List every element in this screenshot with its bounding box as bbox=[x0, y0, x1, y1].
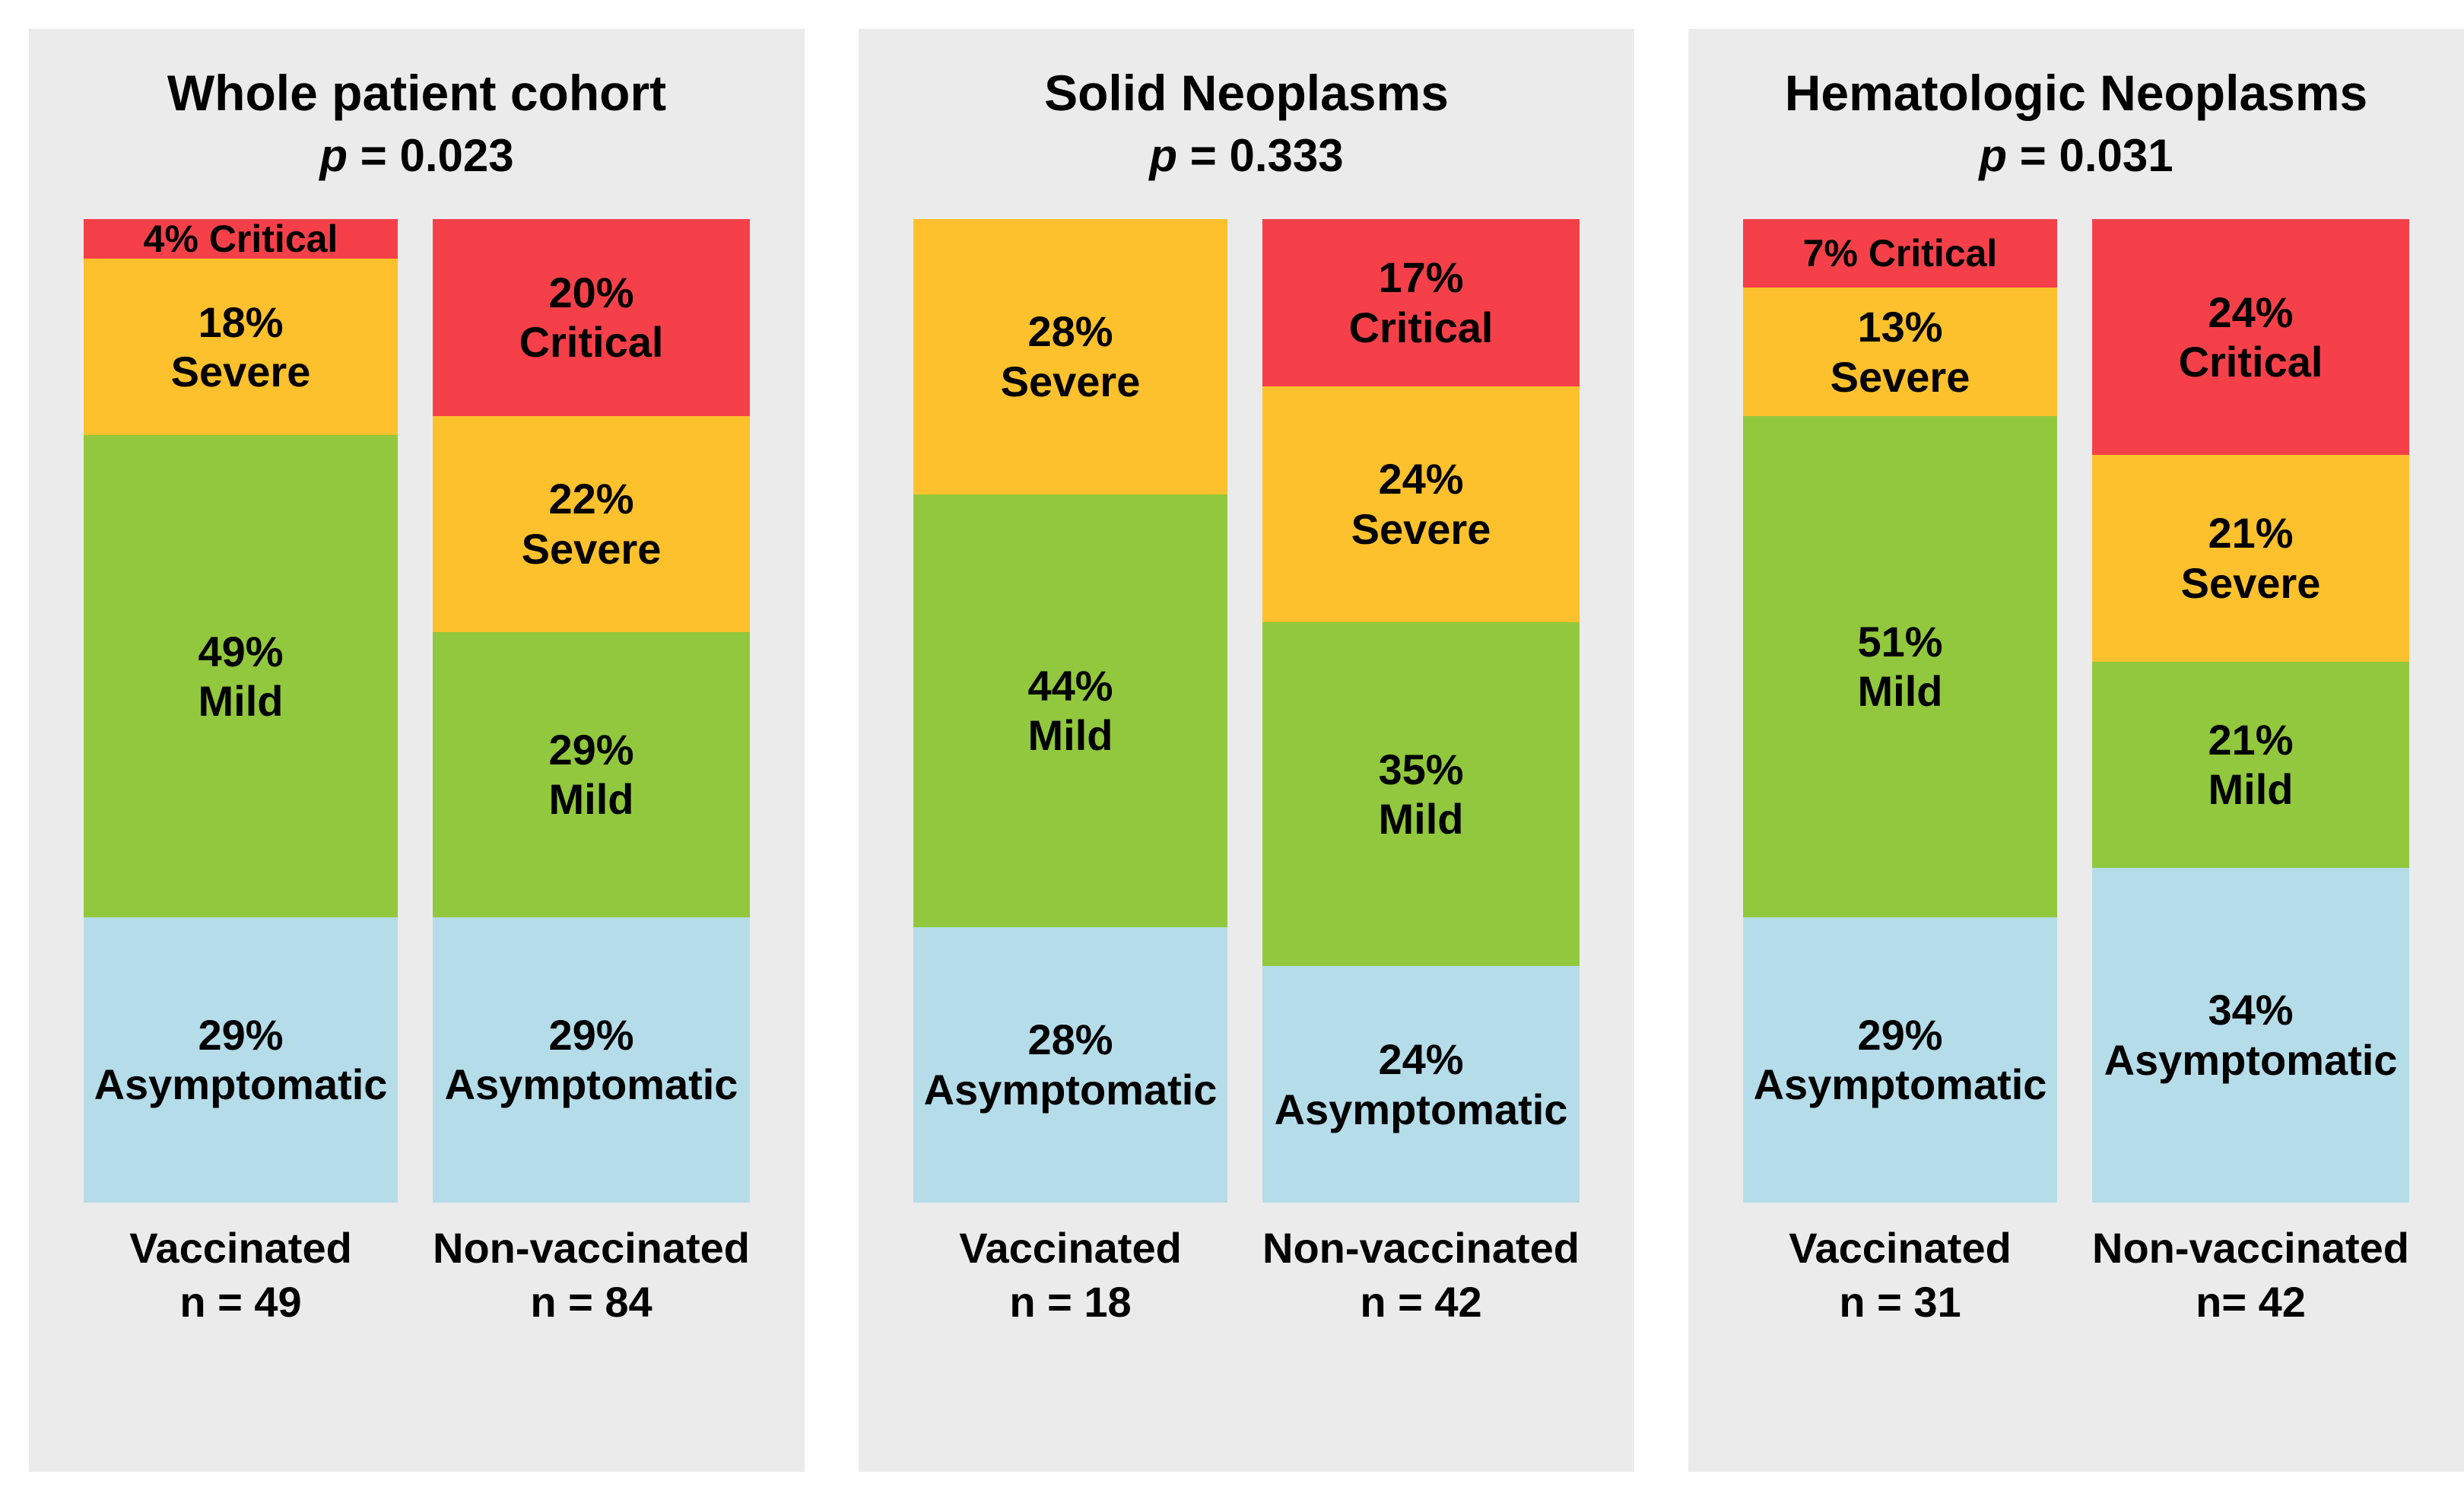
bar-stack-vaccinated: 4% Critical 18% Severe 49% Mild 29% Asympto… bbox=[84, 217, 398, 1203]
bar-n-label: n= 42 bbox=[2196, 1278, 2306, 1327]
segment-label: 28% Severe bbox=[1000, 307, 1141, 405]
panel-row: Whole patient cohort p = 0.023 4% Critic… bbox=[29, 29, 2464, 1472]
segment-severe: 13% Severe bbox=[1743, 288, 2057, 416]
bar-group-label: Non-vaccinated bbox=[433, 1223, 750, 1272]
bar-caption: Vaccinated n = 18 bbox=[913, 1221, 1227, 1330]
segment-label: 4% Critical bbox=[143, 217, 338, 260]
segment-label: 21% Mild bbox=[2208, 715, 2294, 814]
bar-n-label: n = 84 bbox=[530, 1278, 653, 1327]
bar-vaccinated: 7% Critical 13% Severe 51% Mild 29% Asympto… bbox=[1743, 219, 2057, 1330]
segment-asymptomatic: 28% Asymptomatic bbox=[913, 926, 1227, 1203]
panel-title-block: Whole patient cohort p = 0.023 bbox=[29, 29, 805, 219]
segment-severe: 18% Severe bbox=[84, 258, 398, 436]
bar-caption: Vaccinated n = 49 bbox=[84, 1221, 398, 1330]
segment-label: 18% Severe bbox=[170, 297, 311, 396]
segment-label: 29% Mild bbox=[548, 725, 634, 824]
segment-critical: 7% Critical bbox=[1743, 219, 2057, 288]
segment-mild: 35% Mild bbox=[1262, 621, 1580, 967]
bar-group-label: Vaccinated bbox=[959, 1223, 1182, 1272]
segment-critical: 17% Critical bbox=[1262, 219, 1580, 386]
segment-severe: 24% Severe bbox=[1262, 386, 1580, 622]
segment-asymptomatic: 29% Asymptomatic bbox=[84, 917, 398, 1203]
bar-group-label: Vaccinated bbox=[129, 1223, 352, 1272]
segment-mild: 29% Mild bbox=[433, 631, 750, 917]
bar-pair: 28% Severe 44% Mild 28% Asymptomatic Vaccin… bbox=[859, 219, 1634, 1330]
segment-critical: 24% Critical bbox=[2092, 219, 2409, 456]
segment-asymptomatic: 34% Asymptomatic bbox=[2092, 868, 2409, 1203]
segment-label: 24% Severe bbox=[1351, 455, 1491, 553]
segment-mild: 44% Mild bbox=[913, 494, 1227, 927]
segment-critical: 20% Critical bbox=[433, 219, 750, 416]
segment-label: 51% Mild bbox=[1857, 617, 1943, 716]
bar-n-label: n = 42 bbox=[1360, 1278, 1482, 1327]
panel-solid-neoplasms: Solid Neoplasms p = 0.333 28% Severe 44% M… bbox=[859, 29, 1634, 1472]
panel-title: Hematologic Neoplasms bbox=[1784, 65, 2368, 122]
segment-label: 21% Severe bbox=[2180, 509, 2321, 607]
p-value: p = 0.023 bbox=[319, 129, 513, 183]
segment-label: 35% Mild bbox=[1378, 745, 1464, 844]
bar-caption: Non-vaccinated n= 42 bbox=[2092, 1221, 2409, 1330]
segment-severe: 22% Severe bbox=[433, 415, 750, 632]
bar-n-label: n = 31 bbox=[1839, 1278, 1961, 1327]
segment-mild: 51% Mild bbox=[1743, 415, 2057, 917]
bar-group-label: Non-vaccinated bbox=[1262, 1223, 1580, 1272]
segment-label: 29% Asymptomatic bbox=[94, 1010, 388, 1109]
p-value-text: = 0.031 bbox=[2019, 129, 2173, 181]
bar-caption: Vaccinated n = 31 bbox=[1743, 1221, 2057, 1330]
segment-label: 17% Critical bbox=[1348, 253, 1494, 351]
p-value-text: = 0.333 bbox=[1189, 129, 1344, 181]
bar-group-label: Vaccinated bbox=[1789, 1223, 2012, 1272]
bar-caption: Non-vaccinated n = 84 bbox=[433, 1221, 750, 1330]
panel-title: Whole patient cohort bbox=[167, 65, 667, 122]
bar-vaccinated: 4% Critical 18% Severe 49% Mild 29% Asympto… bbox=[84, 217, 398, 1330]
p-value: p = 0.333 bbox=[1149, 129, 1343, 183]
p-symbol: p bbox=[1979, 129, 2008, 181]
p-symbol: p bbox=[319, 129, 348, 181]
segment-label: 29% Asymptomatic bbox=[1753, 1010, 2047, 1109]
bar-non-vaccinated: 20% Critical 22% Severe 29% Mild 29% Asympto… bbox=[433, 219, 750, 1330]
segment-label: 24% Asymptomatic bbox=[1274, 1035, 1568, 1133]
segment-label: 49% Mild bbox=[198, 627, 284, 726]
bar-group-label: Non-vaccinated bbox=[2092, 1223, 2409, 1272]
bar-pair: 7% Critical 13% Severe 51% Mild 29% Asympto… bbox=[1688, 219, 2464, 1330]
p-value-text: = 0.023 bbox=[360, 129, 514, 181]
segment-critical: 4% Critical bbox=[84, 217, 398, 260]
panel-hematologic-neoplasms: Hematologic Neoplasms p = 0.031 7% Criti… bbox=[1688, 29, 2464, 1472]
bar-vaccinated: 28% Severe 44% Mild 28% Asymptomatic Vaccin… bbox=[913, 219, 1227, 1330]
segment-label: 20% Critical bbox=[519, 268, 664, 367]
panel-title: Solid Neoplasms bbox=[1044, 65, 1449, 122]
segment-mild: 49% Mild bbox=[84, 435, 398, 917]
panel-title-block: Solid Neoplasms p = 0.333 bbox=[859, 29, 1634, 219]
segment-label: 28% Asymptomatic bbox=[923, 1015, 1218, 1114]
segment-severe: 21% Severe bbox=[2092, 455, 2409, 662]
segment-label: 24% Critical bbox=[2178, 288, 2323, 386]
bar-n-label: n = 18 bbox=[1009, 1278, 1132, 1327]
segment-asymptomatic: 24% Asymptomatic bbox=[1262, 966, 1580, 1203]
segment-label: 34% Asymptomatic bbox=[2104, 986, 2398, 1084]
bar-pair: 4% Critical 18% Severe 49% Mild 29% Asympto… bbox=[29, 217, 805, 1330]
panel-title-block: Hematologic Neoplasms p = 0.031 bbox=[1688, 29, 2464, 219]
segment-label: 29% Asymptomatic bbox=[444, 1010, 738, 1109]
bar-stack-non-vaccinated: 24% Critical 21% Severe 21% Mild 34% Asympto… bbox=[2092, 219, 2409, 1203]
segment-label: 13% Severe bbox=[1830, 302, 1970, 401]
segment-label: 7% Critical bbox=[1802, 231, 1998, 275]
segment-severe: 28% Severe bbox=[913, 219, 1227, 494]
bar-n-label: n = 49 bbox=[179, 1278, 302, 1327]
segment-mild: 21% Mild bbox=[2092, 661, 2409, 869]
bar-stack-vaccinated: 7% Critical 13% Severe 51% Mild 29% Asympto… bbox=[1743, 219, 2057, 1203]
segment-label: 44% Mild bbox=[1027, 661, 1113, 760]
segment-asymptomatic: 29% Asymptomatic bbox=[433, 917, 750, 1203]
bar-non-vaccinated: 17% Critical 24% Severe 35% Mild 24% Asympto… bbox=[1262, 219, 1580, 1330]
p-symbol: p bbox=[1149, 129, 1178, 181]
p-value: p = 0.031 bbox=[1979, 129, 2173, 183]
panel-whole-cohort: Whole patient cohort p = 0.023 4% Critic… bbox=[29, 29, 805, 1472]
bar-stack-non-vaccinated: 20% Critical 22% Severe 29% Mild 29% Asympto… bbox=[433, 219, 750, 1203]
bar-caption: Non-vaccinated n = 42 bbox=[1262, 1221, 1580, 1330]
bar-stack-non-vaccinated: 17% Critical 24% Severe 35% Mild 24% Asympto… bbox=[1262, 219, 1580, 1203]
segment-asymptomatic: 29% Asymptomatic bbox=[1743, 917, 2057, 1203]
bar-non-vaccinated: 24% Critical 21% Severe 21% Mild 34% Asympto… bbox=[2092, 219, 2409, 1330]
segment-label: 22% Severe bbox=[521, 475, 662, 573]
bar-stack-vaccinated: 28% Severe 44% Mild 28% Asymptomatic bbox=[913, 219, 1227, 1203]
